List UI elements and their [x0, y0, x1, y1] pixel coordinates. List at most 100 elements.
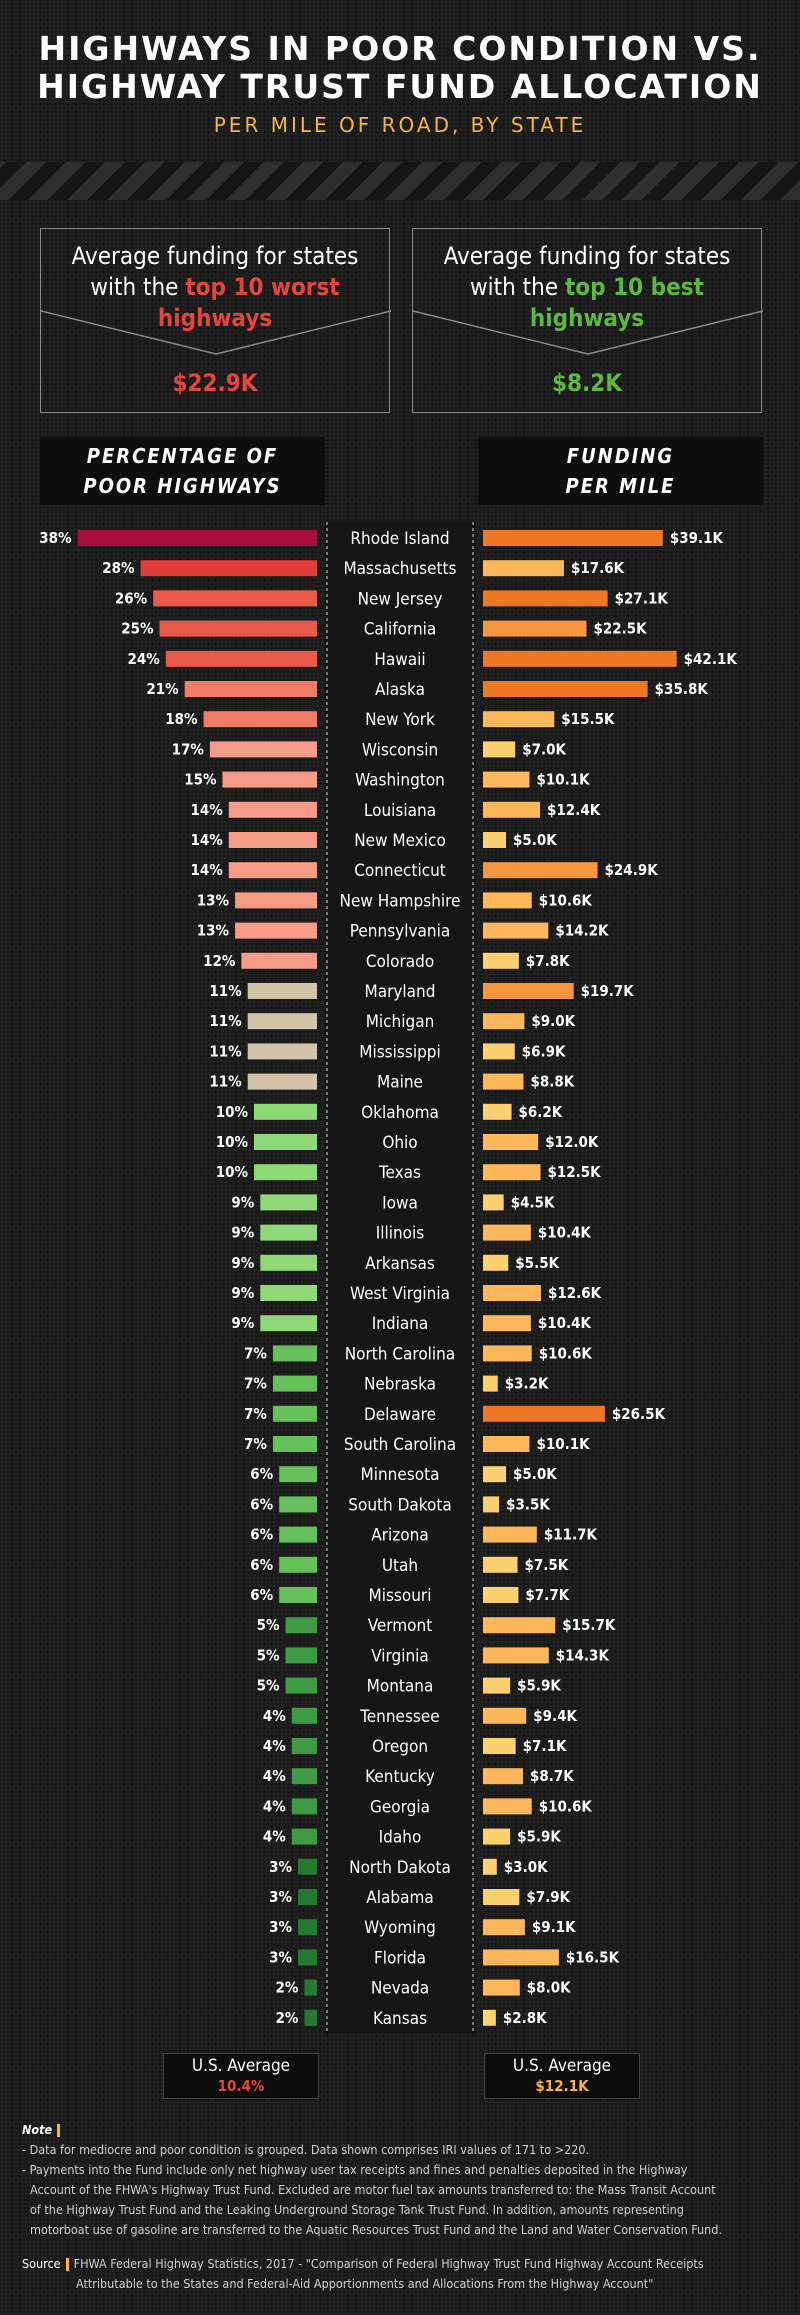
funding-value-label: $6.9K: [522, 1042, 566, 1060]
funding-bar: [483, 590, 608, 607]
column-header-line-1: PERCENTAGE OF: [86, 444, 279, 468]
funding-bar: [483, 1405, 605, 1422]
funding-value-label: $7.8K: [526, 952, 570, 970]
poor-bar: [184, 681, 317, 697]
funding-value-label: $42.1K: [684, 650, 738, 668]
funding-bar: [483, 1496, 500, 1513]
poor-value-label: 14%: [190, 801, 223, 819]
poor-value-label: 9%: [231, 1254, 254, 1272]
poor-bar: [304, 2009, 317, 2026]
poor-value-label: 4%: [263, 1828, 286, 1846]
poor-value-label: 24%: [127, 650, 160, 668]
funding-bar: [483, 892, 532, 909]
poor-value-label: 11%: [209, 1012, 242, 1030]
funding-value-label: $5.0K: [513, 1465, 557, 1483]
state-name-label: Missouri: [369, 1586, 432, 1606]
poor-bar: [222, 771, 317, 788]
funding-value-label: $27.1K: [615, 589, 669, 607]
poor-bar: [254, 1164, 317, 1181]
funding-bar: [483, 1617, 556, 1634]
funding-value-label: $39.1K: [670, 529, 724, 547]
poor-value-label: 18%: [165, 710, 198, 728]
funding-bar: [483, 1164, 541, 1181]
state-name-label: Delaware: [364, 1405, 436, 1425]
funding-value-label: $5.0K: [513, 831, 557, 849]
callout-chevron-line: [41, 310, 391, 355]
poor-bar: [228, 801, 317, 818]
poor-bar: [279, 1496, 317, 1513]
poor-bar: [279, 1587, 317, 1603]
poor-value-label: 10%: [216, 1133, 249, 1151]
funding-bar: [483, 741, 516, 758]
state-name-label: Arkansas: [365, 1254, 435, 1274]
average-label: U.S. Average: [191, 2056, 291, 2076]
funding-value-label: $35.8K: [655, 680, 709, 698]
note-line: Account of the FHWA's Highway Trust Fund…: [30, 2182, 716, 2197]
poor-bar: [285, 1677, 317, 1694]
funding-value-label: $7.9K: [526, 1888, 570, 1906]
poor-value-label: 2%: [275, 2009, 298, 2027]
hazard-stripe-divider: [0, 162, 800, 200]
poor-bar: [209, 741, 317, 758]
funding-bar: [483, 801, 541, 818]
funding-bar: [483, 983, 574, 999]
accent-bar: [57, 2124, 61, 2137]
worst-highways-callout: Average funding for states with the top …: [40, 228, 391, 413]
funding-value-label: $7.0K: [522, 740, 566, 758]
source-line: Attributable to the States and Federal-A…: [76, 2276, 654, 2291]
poor-value-label: 9%: [231, 1193, 254, 1211]
funding-bar: [483, 832, 506, 848]
state-name-label: Iowa: [382, 1193, 418, 1213]
funding-bar: [483, 771, 530, 788]
state-name-label: Nevada: [371, 1979, 429, 1999]
poor-bar: [298, 1858, 317, 1875]
callout-highlight-2: highways: [157, 304, 273, 332]
callout-chevron-line: [413, 310, 763, 355]
funding-bar: [483, 862, 598, 879]
funding-value-label: $8.0K: [527, 1979, 571, 1997]
average-label: U.S. Average: [512, 2056, 612, 2076]
poor-value-label: 4%: [263, 1797, 286, 1815]
poor-value-label: 7%: [244, 1435, 267, 1453]
funding-value-label: $6.2K: [519, 1103, 563, 1121]
state-name-label: Oklahoma: [361, 1103, 439, 1123]
state-name-label: Pennsylvania: [350, 922, 450, 942]
funding-bar: [483, 922, 549, 939]
poor-value-label: 7%: [244, 1375, 267, 1393]
poor-bar: [203, 711, 317, 728]
funding-value-label: $15.7K: [562, 1616, 616, 1634]
callout-highlight: top 10 worst: [185, 273, 340, 301]
funding-bar: [483, 650, 677, 667]
poor-bar: [279, 1466, 317, 1483]
funding-bar: [483, 1375, 498, 1392]
poor-value-label: 5%: [257, 1677, 280, 1695]
funding-bar: [483, 1858, 497, 1875]
poor-value-label: 14%: [190, 861, 223, 879]
source-line: FHWA Federal Highway Statistics, 2017 - …: [73, 2256, 704, 2271]
funding-value-label: $7.7K: [525, 1586, 569, 1604]
poor-bar: [272, 1436, 317, 1452]
poor-bar: [260, 1254, 317, 1271]
poor-value-label: 10%: [216, 1103, 249, 1121]
state-name-label: North Dakota: [349, 1858, 451, 1878]
state-name-label: Virginia: [371, 1646, 429, 1666]
poor-bar: [260, 1224, 317, 1241]
state-name-label: West Virginia: [350, 1284, 450, 1304]
average-funding-value: $12.1K: [535, 2077, 589, 2095]
state-name-label: Alaska: [375, 680, 425, 700]
state-name-label: Alabama: [366, 1888, 433, 1908]
poor-bar: [260, 1285, 317, 1301]
callout-highlight: top 10 best: [564, 273, 704, 301]
poor-value-label: 17%: [172, 740, 205, 758]
poor-value-label: 28%: [102, 559, 135, 577]
state-name-label: Hawaii: [374, 650, 425, 670]
funding-value-label: $16.5K: [566, 1948, 620, 1966]
callout-line-1: Average funding for states: [71, 242, 359, 270]
poor-bar: [260, 1194, 317, 1211]
poor-value-label: 5%: [257, 1646, 280, 1664]
poor-bar: [159, 620, 317, 637]
funding-value-label: $14.3K: [556, 1646, 610, 1664]
state-name-label: New Hampshire: [340, 891, 461, 911]
funding-value-label: $3.2K: [505, 1375, 549, 1393]
state-name-label: Georgia: [370, 1797, 430, 1817]
